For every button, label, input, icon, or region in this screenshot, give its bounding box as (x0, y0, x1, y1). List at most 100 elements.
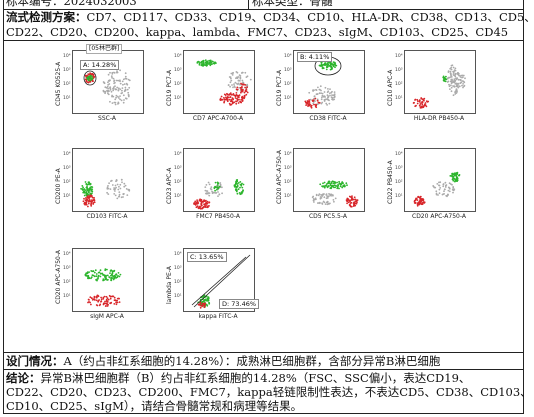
event-dot (421, 105, 424, 108)
event-dot (110, 179, 113, 182)
event-dot (91, 297, 93, 300)
event-dot (452, 70, 454, 73)
event-dot (326, 104, 328, 106)
event-dot (118, 275, 121, 278)
event-dot (244, 71, 247, 74)
gate-label-c: C: 13.65% (187, 252, 227, 262)
event-dot (313, 95, 316, 98)
axis-tick-label: 10⁴ (174, 252, 182, 257)
event-dot (93, 271, 96, 274)
event-dot (341, 186, 344, 189)
event-dot (196, 61, 199, 63)
event-dot (330, 194, 332, 197)
event-dot (203, 203, 205, 206)
event-dot (327, 185, 330, 187)
event-dot (449, 70, 452, 73)
event-dot (106, 303, 109, 305)
event-dot (462, 74, 465, 77)
event-dot (235, 77, 237, 80)
event-dot (241, 79, 244, 82)
event-dot (413, 202, 416, 204)
event-dot (333, 95, 336, 97)
event-dot (119, 183, 122, 186)
event-dot (202, 60, 204, 62)
event-dot (454, 173, 456, 175)
event-dot (319, 85, 322, 88)
axis-tick-label: 10² (174, 180, 182, 185)
event-dot (236, 100, 239, 102)
axis-tick-label: 10⁴ (395, 152, 403, 157)
event-dot (328, 181, 331, 183)
gating-info: 设门情况：A（约占非红系细胞的14.28%）：成熟淋巴细胞群，含部分异常B淋巴细… (6, 354, 441, 368)
event-dot (121, 181, 123, 184)
event-dot (313, 201, 315, 203)
event-dot (345, 182, 348, 185)
event-dot (223, 101, 225, 104)
event-dot (459, 76, 462, 78)
axis-tick-label: 10¹ (284, 194, 292, 199)
event-dot (455, 83, 458, 85)
event-dot (87, 202, 90, 205)
event-dot (114, 85, 116, 87)
event-dot (207, 299, 210, 302)
event-dot (462, 83, 464, 85)
event-dot (221, 192, 223, 195)
event-dot (321, 64, 324, 67)
event-dot (205, 206, 207, 208)
event-dot (239, 100, 241, 103)
event-dot (328, 99, 330, 102)
event-dot (104, 305, 107, 307)
event-dot (123, 182, 126, 185)
event-dot (120, 196, 123, 199)
event-dot (327, 62, 329, 64)
conclusion-line-3: CD10、CD25、sIgM），请结合骨髓常规和病理等结果。 (6, 399, 303, 413)
event-dot (419, 103, 422, 105)
plot-p2 (183, 50, 255, 114)
event-dot (235, 188, 238, 191)
x-axis-label: sIgM APC-A (90, 313, 124, 320)
event-dot (319, 88, 321, 91)
event-dot (109, 100, 111, 103)
event-dot (446, 194, 449, 197)
event-dot (109, 188, 112, 190)
event-dot (88, 301, 90, 303)
divider (3, 9, 524, 10)
event-dot (333, 186, 335, 189)
event-dot (306, 100, 309, 102)
event-dot (114, 184, 117, 187)
event-dot (203, 304, 205, 307)
event-dot (447, 80, 450, 83)
event-dot (112, 95, 115, 98)
event-dot (102, 278, 105, 281)
event-dot (112, 89, 115, 92)
event-dot (208, 201, 211, 204)
event-dot (328, 193, 330, 195)
event-dot (416, 204, 419, 207)
event-dot (318, 101, 321, 104)
event-dot (102, 89, 105, 92)
event-dot (83, 197, 85, 200)
axis-tick-label: 10² (174, 82, 182, 87)
event-dot (122, 83, 124, 86)
marker-line-1: 流式检测方案：CD7、CD117、CD33、CD19、CD34、CD10、HLA… (6, 10, 534, 24)
event-dot (213, 62, 216, 65)
axis-tick-label: 10⁴ (284, 54, 292, 59)
event-dot (243, 83, 245, 86)
event-dot (203, 305, 206, 308)
event-dot (326, 203, 329, 206)
event-dot (109, 79, 111, 82)
event-dot (450, 84, 452, 87)
event-dot (447, 189, 450, 192)
event-dot (204, 200, 206, 203)
event-dot (207, 192, 209, 195)
event-dot (219, 182, 222, 184)
event-dot (90, 277, 92, 280)
event-dot (326, 201, 329, 203)
event-dot (90, 270, 93, 272)
event-dot (227, 84, 230, 86)
axis-tick-label: 10³ (395, 68, 403, 73)
event-dot (241, 86, 243, 89)
event-dot (313, 89, 315, 91)
plot-p5 (72, 148, 144, 212)
event-dot (235, 102, 238, 105)
